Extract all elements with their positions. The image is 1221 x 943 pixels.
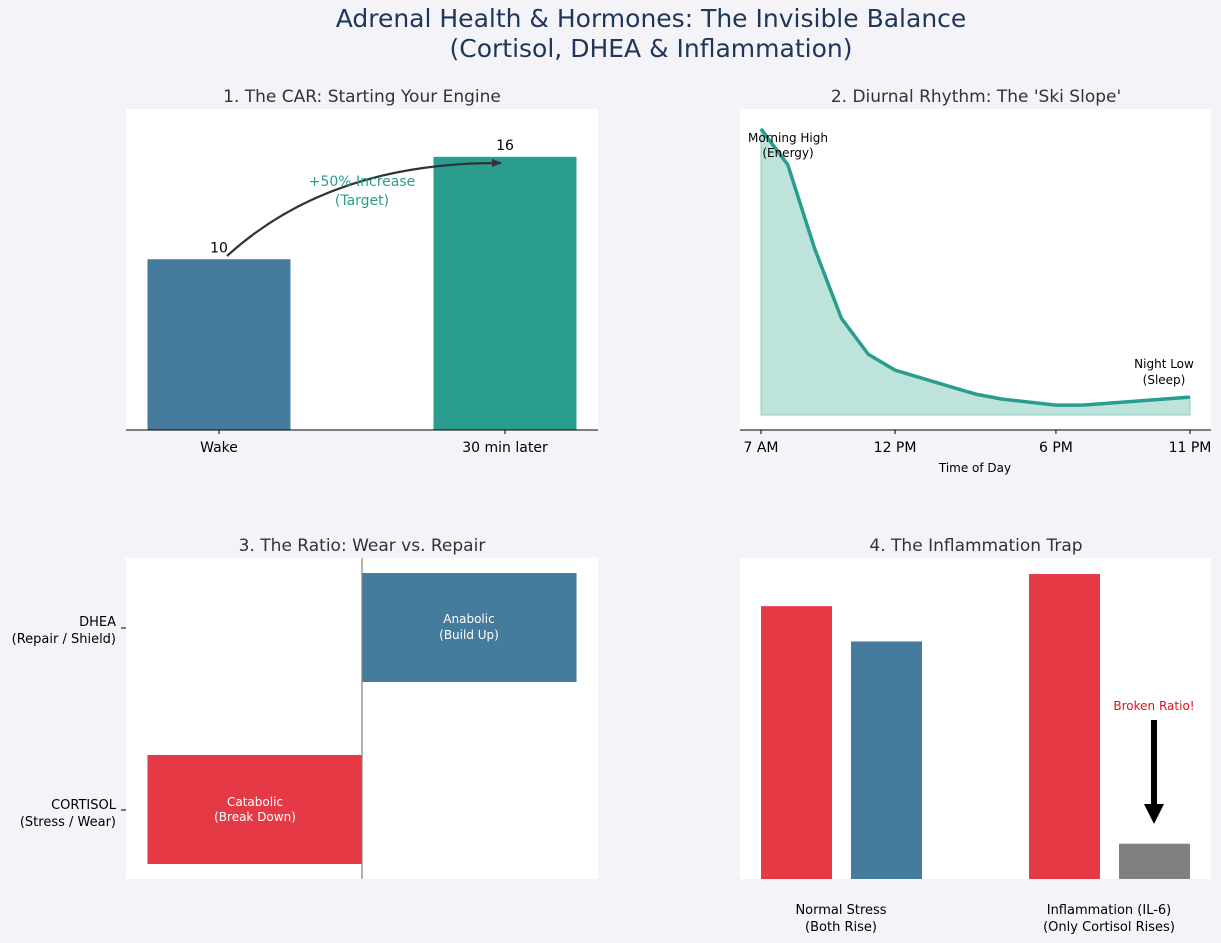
diurnal-tick-label: 11 PM — [1169, 440, 1212, 456]
figure-title-line2: (Cortisol, DHEA & Inflammation) — [449, 34, 853, 63]
inflammation-down-arrow-icon — [1144, 804, 1164, 824]
panel-inflammation-title: 4. The Inflammation Trap — [869, 536, 1082, 556]
car-increase-arrow — [226, 158, 502, 257]
diurnal-annotation-morning-line1: Morning High — [748, 131, 828, 145]
inflammation-group-label-normal-line2: (Both Rise) — [805, 920, 877, 935]
diurnal-tick-label: 12 PM — [874, 440, 917, 456]
figure-title: Adrenal Health & Hormones: The Invisible… — [0, 4, 1221, 64]
car-tick-label-30min: 30 min later — [462, 440, 548, 456]
panel-ratio: 3. The Ratio: Wear vs. Repair Catabolic … — [12, 536, 598, 879]
inflammation-group-label-normal-line1: Normal Stress — [795, 903, 886, 918]
inflammation-group-label-il6-line1: Inflammation (IL-6) — [1047, 903, 1172, 918]
diurnal-x-ticks: 7 AM 12 PM 6 PM 11 PM — [743, 430, 1211, 456]
inflammation-bar-il6-dhea — [1119, 843, 1190, 879]
car-bar-wake — [147, 259, 291, 430]
car-bar-30min — [433, 156, 577, 430]
figure-title-line1: Adrenal Health & Hormones: The Invisible… — [335, 4, 967, 33]
diurnal-series-line — [759, 127, 1191, 407]
ratio-bar-label-anabolic-line2: (Build Up) — [439, 628, 499, 642]
car-value-label-wake: 10 — [210, 240, 228, 256]
ratio-bar-label-catabolic-line2: (Break Down) — [214, 810, 296, 824]
ratio-bar-label-catabolic-line1: Catabolic — [227, 795, 283, 809]
inflammation-bar-il6-cortisol — [1029, 574, 1100, 879]
inflammation-bar-normal-dhea — [851, 641, 922, 879]
ratio-bar-cortisol — [147, 755, 362, 864]
ratio-y-label-cortisol-line1: CORTISOL — [51, 798, 117, 813]
ratio-bar-label-anabolic-line1: Anabolic — [443, 612, 494, 626]
panel-diurnal-title: 2. Diurnal Rhythm: The 'Ski Slope' — [831, 87, 1121, 107]
ratio-y-label-dhea-line1: DHEA — [79, 615, 116, 630]
inflammation-group-label-il6-line2: (Only Cortisol Rises) — [1043, 920, 1175, 935]
inflammation-bar-normal-cortisol — [761, 606, 832, 879]
car-value-label-30min: 16 — [496, 138, 514, 154]
diurnal-annotation-night-line1: Night Low — [1134, 357, 1194, 371]
panel-ratio-title: 3. The Ratio: Wear vs. Repair — [239, 536, 486, 556]
ratio-bar-dhea — [362, 573, 577, 682]
diurnal-tick-label: 6 PM — [1039, 440, 1073, 456]
panel-car-title: 1. The CAR: Starting Your Engine — [223, 87, 501, 107]
car-tick-label-wake: Wake — [200, 440, 238, 456]
diurnal-x-axis-label: Time of Day — [938, 461, 1011, 475]
diurnal-annotation-morning-line2: (Energy) — [762, 146, 813, 160]
panel-inflammation: 4. The Inflammation Trap Normal Stress (… — [740, 536, 1211, 935]
inflammation-annotation-broken-ratio: Broken Ratio! — [1113, 699, 1194, 713]
ratio-y-label-dhea-line2: (Repair / Shield) — [12, 632, 116, 647]
panel-diurnal: 2. Diurnal Rhythm: The 'Ski Slope' 7 AM 1… — [740, 87, 1211, 475]
panel-car: 1. The CAR: Starting Your Engine Wake 30… — [126, 87, 598, 456]
diurnal-tick-label: 7 AM — [743, 440, 778, 456]
ratio-y-label-cortisol-line2: (Stress / Wear) — [20, 815, 116, 830]
car-annotation-line2: (Target) — [335, 193, 389, 209]
diurnal-annotation-night-line2: (Sleep) — [1143, 373, 1186, 387]
car-annotation-line1: +50% Increase — [309, 174, 416, 190]
